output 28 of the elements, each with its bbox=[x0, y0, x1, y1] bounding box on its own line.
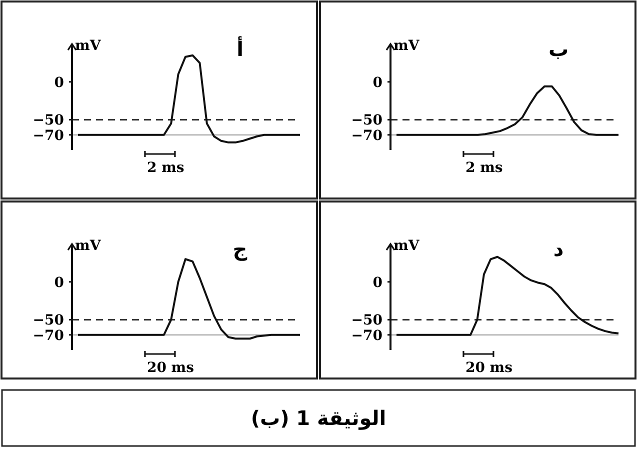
y-tick-label: −70 bbox=[32, 128, 64, 144]
y-tick-label: 0 bbox=[54, 74, 64, 91]
chart-title: أ bbox=[236, 36, 244, 61]
y-axis-title: mV bbox=[75, 238, 102, 254]
y-tick-label: −50 bbox=[351, 312, 383, 329]
y-tick-label: −70 bbox=[32, 328, 64, 344]
y-axis-title: mV bbox=[75, 38, 102, 54]
line-series bbox=[396, 256, 620, 336]
y-tick-label: −50 bbox=[32, 312, 64, 329]
y-axis-title: mV bbox=[394, 38, 420, 54]
y-tick-label: 0 bbox=[372, 274, 383, 291]
text: 20 ms bbox=[465, 360, 513, 376]
y-tick-label: 0 bbox=[54, 274, 64, 291]
y-tick-label: 0 bbox=[372, 74, 383, 91]
y-axis-title: mV bbox=[394, 238, 420, 254]
y-tick-label: −50 bbox=[351, 112, 383, 129]
y-tick-label: −70 bbox=[351, 128, 383, 144]
y-tick-label: −70 bbox=[351, 328, 383, 344]
chart-title: ج bbox=[232, 237, 248, 261]
chart-title: د bbox=[553, 237, 564, 261]
y-tick-label: −50 bbox=[32, 112, 64, 129]
text: الوثيقة 1 (ب) bbox=[250, 406, 386, 430]
line-series bbox=[77, 54, 301, 144]
text: 2 ms bbox=[465, 160, 503, 176]
text: 2 ms bbox=[146, 160, 184, 176]
line-series bbox=[396, 85, 620, 136]
chart-title: ب bbox=[548, 37, 569, 61]
text: 20 ms bbox=[146, 360, 194, 376]
